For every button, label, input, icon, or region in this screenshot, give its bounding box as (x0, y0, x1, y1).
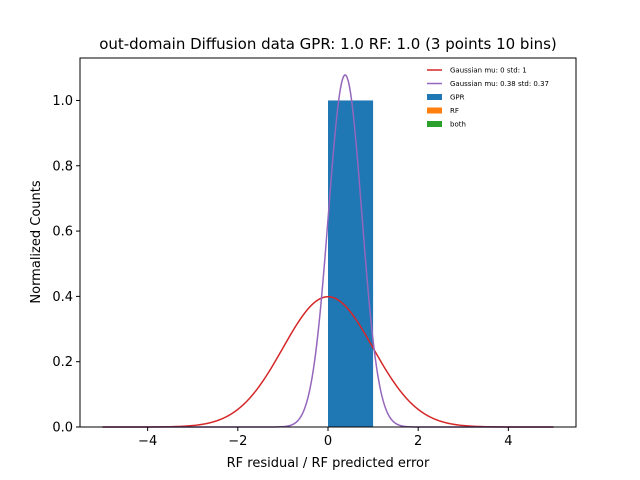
x-tick-label: 4 (504, 434, 512, 449)
legend-item: Gaussian mu: 0.38 std: 0.37 (427, 80, 549, 88)
legend-label: Gaussian mu: 0.38 std: 0.37 (450, 80, 549, 88)
y-tick-label: 1.0 (52, 94, 73, 109)
legend-item: Gaussian mu: 0 std: 1 (427, 67, 527, 75)
y-axis-label: Normalized Counts (29, 180, 44, 303)
x-tick-label: 0 (324, 434, 332, 449)
legend-item: both (427, 121, 466, 129)
x-axis-label: RF residual / RF predicted error (227, 456, 430, 471)
y-tick-label: 0.2 (52, 355, 73, 370)
x-axis: −4 −2 0 2 4 (138, 427, 513, 449)
x-tick-label: −4 (138, 434, 157, 449)
legend-swatch (427, 121, 442, 127)
plot-area (102, 74, 554, 428)
legend-label: both (450, 121, 466, 129)
legend-item: RF (427, 107, 459, 115)
y-tick-label: 0.0 (52, 421, 73, 436)
legend-label: Gaussian mu: 0 std: 1 (450, 67, 527, 75)
legend-label: GPR (450, 94, 465, 102)
x-tick-label: −2 (228, 434, 247, 449)
y-tick-label: 0.4 (52, 290, 73, 305)
y-tick-label: 0.8 (52, 159, 73, 174)
x-tick-label: 2 (414, 434, 422, 449)
legend-item: GPR (427, 94, 465, 102)
legend-swatch (427, 94, 442, 100)
legend-label: RF (450, 107, 459, 115)
legend-swatch (427, 107, 442, 114)
y-tick-label: 0.6 (52, 225, 73, 240)
legend: Gaussian mu: 0 std: 1 Gaussian mu: 0.38 s… (427, 67, 549, 129)
y-axis: 0.0 0.2 0.4 0.6 0.8 1.0 (52, 94, 80, 436)
chart-title: out-domain Diffusion data GPR: 1.0 RF: 1… (99, 35, 557, 53)
